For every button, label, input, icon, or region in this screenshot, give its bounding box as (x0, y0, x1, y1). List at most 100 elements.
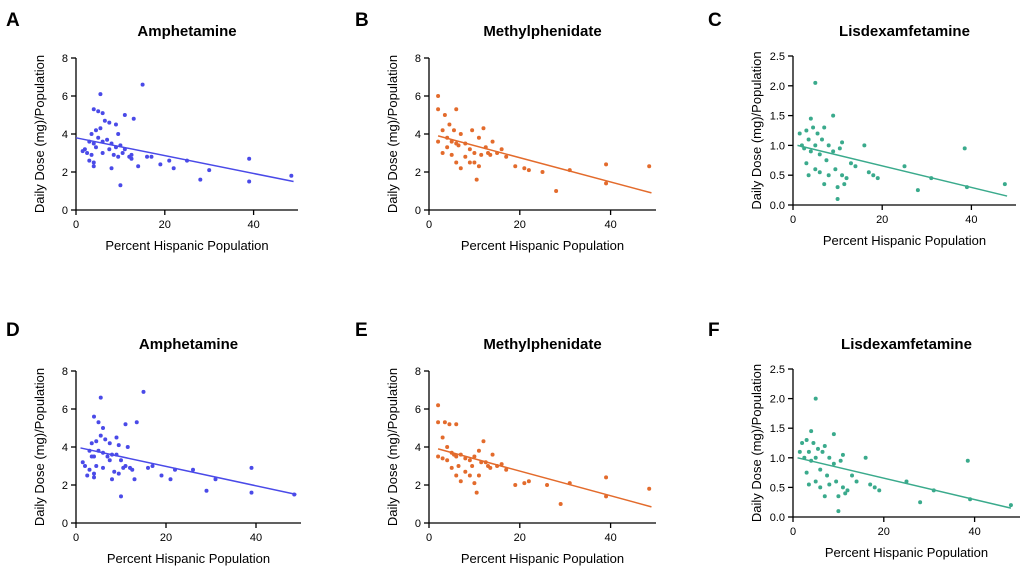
y-tick-label: 8 (415, 366, 421, 378)
data-point (472, 481, 477, 486)
data-point (513, 483, 518, 487)
data-point (545, 483, 550, 487)
y-axis-label: Daily Dose (mg)/Population (749, 51, 764, 209)
data-point (158, 162, 163, 167)
data-point (87, 467, 92, 472)
y-tick-label: 2.0 (770, 81, 785, 93)
data-point (526, 479, 531, 484)
data-point (818, 467, 823, 472)
data-point (827, 455, 832, 460)
data-point (838, 458, 843, 463)
y-tick-label: 4 (62, 442, 68, 454)
data-point (89, 132, 94, 136)
data-point (96, 135, 101, 140)
x-tick-label: 20 (160, 532, 172, 544)
trend-line (75, 137, 294, 183)
data-point (445, 458, 450, 463)
chart-title: Amphetamine (137, 23, 236, 40)
data-point (806, 137, 811, 142)
data-point (96, 448, 101, 453)
data-point (479, 152, 484, 157)
data-point (843, 491, 848, 496)
data-point (804, 161, 809, 166)
chart-title: Lisdexamfetamine (839, 23, 970, 40)
data-point (470, 128, 475, 133)
data-point (116, 443, 121, 448)
data-point (167, 158, 172, 163)
data-point (123, 422, 128, 427)
data-point (118, 143, 123, 148)
data-point (918, 500, 923, 505)
data-point (822, 443, 827, 448)
x-axis-label: Percent Hispanic Population (107, 551, 270, 566)
data-point (449, 465, 454, 470)
data-point (522, 166, 527, 171)
y-axis-label: Daily Dose (mg)/Population (385, 55, 400, 213)
data-point (91, 107, 96, 112)
data-point (145, 154, 150, 159)
y-tick-label: 2.5 (770, 364, 785, 376)
data-point (808, 116, 813, 121)
chart-panel-b: B Methylphenidate 0 2 4 6 8 0 20 40 Percent Hispan… (355, 10, 656, 253)
data-point (871, 173, 876, 178)
data-point (472, 151, 477, 155)
data-point (848, 161, 853, 166)
data-point (490, 139, 495, 144)
trend-line (437, 448, 652, 508)
data-point (806, 482, 811, 487)
x-tick-label: 0 (73, 219, 79, 231)
data-point (1008, 503, 1013, 508)
data-point (113, 122, 118, 127)
data-point (826, 143, 831, 148)
data-point (813, 396, 818, 401)
data-point (499, 147, 504, 152)
data-point (504, 154, 509, 159)
data-point (840, 452, 845, 457)
y-tick-label: 6 (62, 91, 68, 103)
data-point (454, 473, 459, 478)
y-tick-label: 0 (62, 518, 68, 530)
data-point (817, 170, 822, 175)
data-point (100, 139, 105, 144)
data-point (449, 139, 454, 144)
data-point (817, 152, 822, 157)
data-point (831, 432, 836, 437)
data-point (862, 143, 867, 148)
data-point (463, 456, 468, 461)
data-point (249, 490, 254, 495)
data-point (249, 465, 254, 470)
data-point (114, 435, 119, 440)
data-point (191, 467, 195, 472)
y-tick-label: 8 (62, 53, 68, 65)
trend-line (797, 457, 1012, 509)
data-point (866, 170, 871, 175)
data-point (968, 497, 973, 502)
x-tick-label: 0 (426, 532, 432, 544)
data-point (454, 422, 459, 427)
data-point (964, 185, 969, 190)
data-point (109, 141, 114, 146)
data-point (495, 151, 500, 155)
data-point (875, 176, 880, 181)
y-axis-label: Daily Dose (mg)/Population (749, 364, 764, 522)
chart-panel-a: A Amphetamine 0 2 4 6 8 0 20 40 Percent Hispanic P… (6, 10, 298, 253)
data-point (100, 151, 105, 155)
data-point (107, 441, 112, 446)
data-point (831, 149, 836, 154)
y-tick-label: 1.5 (770, 111, 785, 123)
data-point (476, 473, 481, 478)
data-point (129, 152, 134, 157)
data-point (837, 146, 842, 151)
data-point (647, 486, 652, 491)
x-tick-label: 0 (790, 526, 796, 538)
x-tick-label: 40 (604, 219, 616, 231)
x-tick-label: 20 (876, 214, 888, 226)
data-point (105, 454, 110, 459)
data-point (813, 167, 818, 172)
data-point (481, 439, 486, 444)
data-point (824, 158, 829, 163)
data-point (204, 488, 209, 493)
data-point (463, 469, 468, 474)
data-point (1002, 182, 1007, 187)
